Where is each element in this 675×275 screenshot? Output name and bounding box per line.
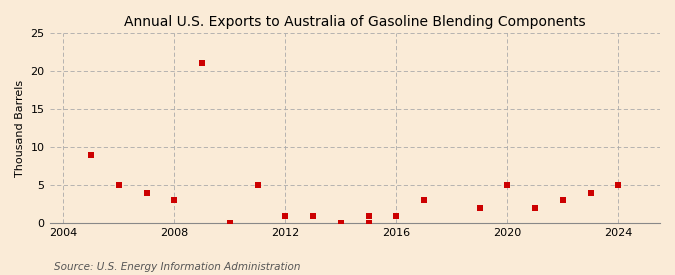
- Text: Source: U.S. Energy Information Administration: Source: U.S. Energy Information Administ…: [54, 262, 300, 272]
- Point: [141, 191, 152, 195]
- Point: [252, 183, 263, 187]
- Point: [196, 61, 207, 65]
- Title: Annual U.S. Exports to Australia of Gasoline Blending Components: Annual U.S. Exports to Australia of Gaso…: [124, 15, 586, 29]
- Point: [363, 221, 374, 225]
- Point: [502, 183, 513, 187]
- Point: [280, 213, 291, 218]
- Point: [475, 206, 485, 210]
- Point: [363, 213, 374, 218]
- Point: [530, 206, 541, 210]
- Point: [558, 198, 568, 202]
- Point: [86, 152, 97, 157]
- Point: [113, 183, 124, 187]
- Point: [391, 213, 402, 218]
- Point: [308, 213, 319, 218]
- Point: [418, 198, 429, 202]
- Point: [225, 221, 236, 225]
- Point: [169, 198, 180, 202]
- Y-axis label: Thousand Barrels: Thousand Barrels: [15, 79, 25, 177]
- Point: [585, 191, 596, 195]
- Point: [335, 221, 346, 225]
- Point: [613, 183, 624, 187]
